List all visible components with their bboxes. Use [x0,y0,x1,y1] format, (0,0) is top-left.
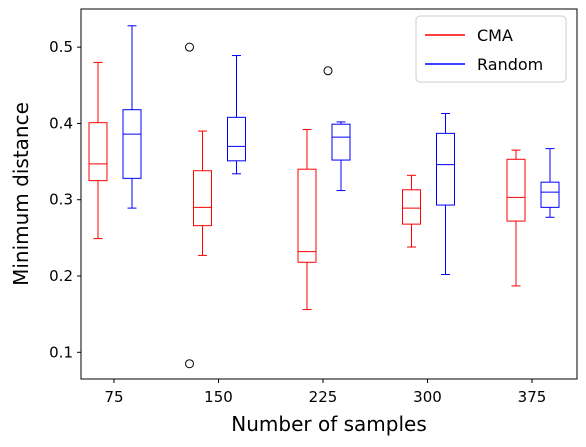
box-iqr [88,122,108,182]
x-tick-label: 225 [309,388,338,406]
legend: CMA Random [415,15,567,83]
box-iqr [297,168,317,263]
plot-frame [80,8,578,380]
y-tick-label: 0.2 [49,267,73,285]
x-tick-label: 300 [413,388,442,406]
box-random-375 [540,148,560,218]
outlier-point [185,42,194,52]
y-tick-label: 0.5 [49,38,73,56]
box-random-300 [436,113,455,275]
x-axis-label: Number of samples [231,412,426,436]
box-iqr [227,116,246,162]
box-cma-225 [297,129,317,311]
legend-box [415,15,567,83]
outlier-point [185,359,194,369]
box-cma-375 [506,149,526,287]
box-random-225 [323,66,351,192]
y-tick-label: 0.1 [49,343,73,361]
y-axis-label: Minimum distance [9,102,33,286]
outlier-point [323,66,333,76]
x-tick-label: 75 [104,388,123,406]
box-cma-75 [88,61,108,240]
plot-marks [88,25,560,369]
legend-label-cma: CMA [477,26,513,45]
box-random-150 [227,55,246,175]
box-cma-150 [185,42,212,369]
box-random-75 [122,25,142,209]
box-iqr [331,123,351,161]
legend-label-random: Random [477,55,543,74]
box-iqr [436,132,455,206]
box-iqr [122,109,142,179]
y-tick-label: 0.4 [49,114,73,132]
x-tick-label: 375 [518,388,547,406]
x-tick-label: 150 [204,388,233,406]
y-tick-label: 0.3 [49,191,73,209]
box-iqr [506,158,526,222]
box-iqr [540,181,560,208]
y-axis: 0.1 0.2 0.3 0.4 0.5 [49,38,81,361]
x-axis: 75 150 225 300 375 [104,379,546,406]
box-iqr [193,170,212,227]
box-iqr [402,189,421,225]
box-cma-300 [402,174,421,248]
